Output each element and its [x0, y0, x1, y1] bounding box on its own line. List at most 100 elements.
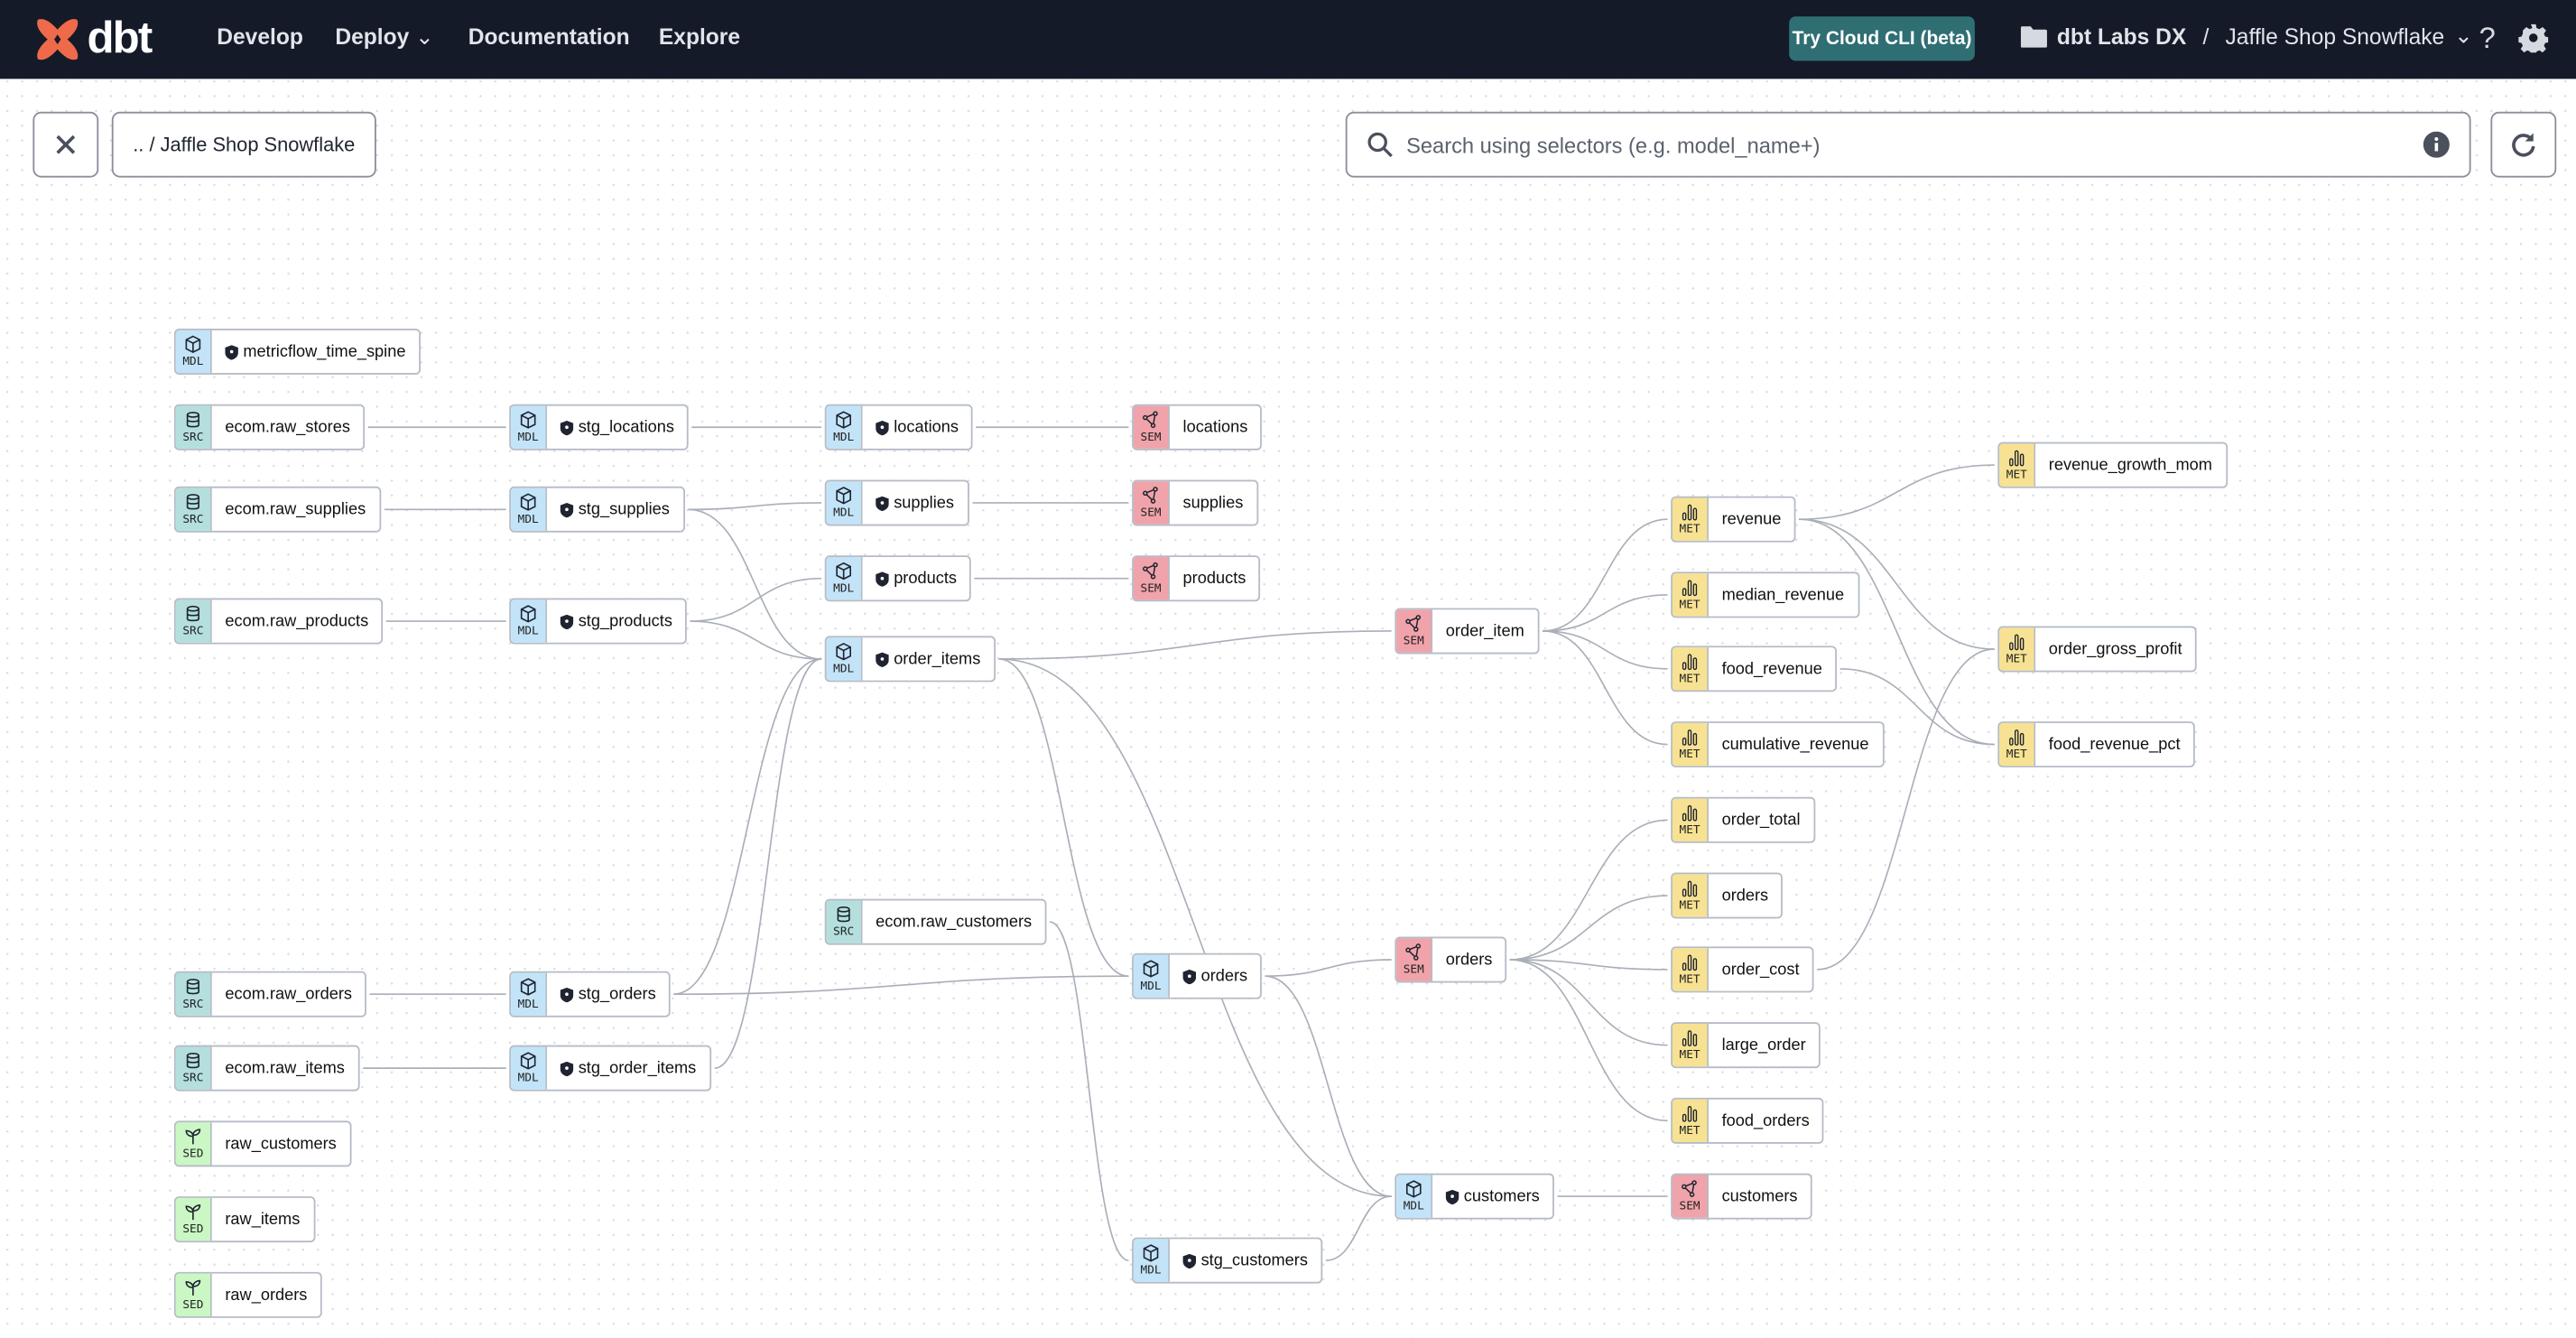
- lineage-node-src-supplies[interactable]: SRC ecom.raw_supplies: [173, 486, 381, 533]
- lineage-node-large-order[interactable]: MET large_order: [1671, 1022, 1821, 1069]
- node-type-badge: MDL: [1133, 954, 1170, 998]
- lineage-node-sem-locations[interactable]: SEM locations: [1132, 404, 1263, 451]
- protected-shield-icon: [876, 495, 889, 511]
- lineage-node-median-revenue[interactable]: MET median_revenue: [1671, 571, 1859, 618]
- node-name: stg_orders: [578, 985, 656, 1004]
- protected-shield-icon: [560, 420, 574, 435]
- lineage-node-sem-orders[interactable]: SEM orders: [1395, 936, 1507, 983]
- node-type-label: SRC: [182, 624, 204, 638]
- info-icon[interactable]: [2423, 131, 2450, 158]
- node-type-badge: MDL: [175, 330, 212, 374]
- node-type-badge: MDL: [511, 1046, 548, 1090]
- node-label: locations: [1170, 406, 1261, 449]
- lineage-node-stg-supplies[interactable]: MDL stg_supplies: [509, 486, 685, 533]
- lineage-node-metricflow-time-spine[interactable]: MDL metricflow_time_spine: [173, 329, 421, 376]
- nav-develop[interactable]: Develop: [217, 24, 303, 50]
- lineage-node-revenue[interactable]: MET revenue: [1671, 496, 1796, 543]
- lineage-node-locations[interactable]: MDL locations: [824, 404, 974, 451]
- node-type-label: MET: [1679, 522, 1700, 536]
- lineage-node-order-total[interactable]: MET order_total: [1671, 796, 1815, 843]
- protected-shield-icon: [876, 571, 889, 586]
- lineage-node-customers[interactable]: MDL customers: [1395, 1173, 1555, 1220]
- lineage-node-cumulative-revenue[interactable]: MET cumulative_revenue: [1671, 721, 1884, 768]
- nav-explore[interactable]: Explore: [658, 24, 741, 50]
- metric-bar-chart-icon: [1682, 654, 1698, 671]
- node-name: order_cost: [1721, 960, 1800, 979]
- node-name: food_revenue: [1721, 659, 1822, 678]
- node-type-badge: SEM: [1133, 481, 1170, 525]
- breadcrumb[interactable]: .. / Jaffle Shop Snowflake: [111, 111, 376, 178]
- project-selector[interactable]: dbt Labs DX / Jaffle Shop Snowflake ⌄: [2020, 23, 2473, 49]
- lineage-node-src-products[interactable]: SRC ecom.raw_products: [173, 598, 384, 645]
- lineage-node-met-orders[interactable]: MET orders: [1671, 872, 1784, 919]
- lineage-node-stg-orders[interactable]: MDL stg_orders: [509, 971, 672, 1017]
- node-type-label: SED: [182, 1297, 204, 1312]
- lineage-node-stg-products[interactable]: MDL stg_products: [509, 598, 688, 645]
- node-name: order_items: [894, 649, 981, 668]
- node-name: metricflow_time_spine: [243, 342, 406, 361]
- seed-sprout-icon: [185, 1279, 201, 1296]
- node-label: cumulative_revenue: [1709, 723, 1882, 766]
- lineage-node-revenue-growth-mom[interactable]: MET revenue_growth_mom: [1997, 441, 2228, 488]
- node-type-badge: MET: [1999, 627, 2036, 671]
- metric-bar-chart-icon: [2009, 729, 2025, 746]
- lineage-node-sem-products[interactable]: SEM products: [1132, 555, 1261, 602]
- account-name: dbt Labs DX: [2056, 23, 2187, 49]
- model-cube-icon: [1143, 1244, 1159, 1262]
- lineage-node-order-items[interactable]: MDL order_items: [824, 636, 996, 683]
- protected-shield-icon: [1182, 969, 1197, 984]
- node-name: ecom.raw_supplies: [225, 500, 366, 519]
- lineage-node-src-customers[interactable]: SRC ecom.raw_customers: [824, 898, 1047, 945]
- dbt-logo[interactable]: dbt: [32, 14, 153, 64]
- lineage-node-stg-locations[interactable]: MDL stg_locations: [509, 404, 690, 451]
- node-type-label: MDL: [517, 624, 539, 638]
- lineage-node-order-cost[interactable]: MET order_cost: [1671, 946, 1814, 993]
- close-button[interactable]: [32, 111, 99, 178]
- node-name: customers: [1463, 1187, 1540, 1206]
- node-type-label: MDL: [1140, 1263, 1162, 1278]
- lineage-node-food-revenue[interactable]: MET food_revenue: [1671, 646, 1838, 692]
- node-label: ecom.raw_products: [212, 599, 382, 642]
- node-type-label: SED: [182, 1222, 204, 1236]
- lineage-node-seed-customers[interactable]: SED raw_customers: [173, 1120, 352, 1167]
- lineage-node-sem-order-item[interactable]: SEM order_item: [1395, 608, 1540, 655]
- lineage-node-src-stores[interactable]: SRC ecom.raw_stores: [173, 404, 366, 451]
- node-type-badge: MET: [1672, 874, 1710, 917]
- lineage-node-src-items[interactable]: SRC ecom.raw_items: [173, 1045, 360, 1092]
- node-label: products: [863, 557, 970, 599]
- model-cube-icon: [185, 335, 201, 354]
- metric-bar-chart-icon: [1682, 804, 1698, 822]
- seed-sprout-icon: [185, 1129, 201, 1145]
- lineage-node-stg-customers[interactable]: MDL stg_customers: [1132, 1237, 1323, 1284]
- lineage-node-sem-supplies[interactable]: SEM supplies: [1132, 479, 1258, 526]
- lineage-node-seed-orders[interactable]: SED raw_orders: [173, 1271, 322, 1318]
- edge-sem_order_item-to-median_revenue: [1543, 594, 1668, 632]
- refresh-button[interactable]: [2490, 111, 2557, 178]
- lineage-node-food-orders[interactable]: MET food_orders: [1671, 1097, 1825, 1144]
- search-input[interactable]: Search using selectors (e.g. model_name+…: [1345, 111, 2471, 178]
- lineage-node-sem-customers[interactable]: SEM customers: [1671, 1173, 1812, 1220]
- help-icon[interactable]: ?: [2479, 21, 2496, 55]
- node-type-label: SRC: [833, 925, 855, 939]
- nav-documentation[interactable]: Documentation: [468, 24, 630, 50]
- protected-shield-icon: [1445, 1188, 1459, 1204]
- node-name: raw_items: [225, 1210, 301, 1229]
- node-type-badge: SEM: [1133, 557, 1170, 600]
- try-cloud-cli-button[interactable]: Try Cloud CLI (beta): [1789, 16, 1975, 61]
- node-label: ecom.raw_items: [212, 1046, 358, 1089]
- lineage-node-products[interactable]: MDL products: [824, 555, 972, 602]
- edge-stg_order_items-to-order_items: [714, 658, 822, 1069]
- lineage-node-seed-items[interactable]: SED raw_items: [173, 1196, 315, 1243]
- lineage-node-order-gross-profit[interactable]: MET order_gross_profit: [1997, 626, 2197, 673]
- lineage-node-food-revenue-pct[interactable]: MET food_revenue_pct: [1997, 721, 2195, 768]
- lineage-node-src-orders[interactable]: SRC ecom.raw_orders: [173, 971, 367, 1017]
- lineage-node-supplies[interactable]: MDL supplies: [824, 479, 969, 526]
- gear-icon[interactable]: [2518, 23, 2549, 53]
- lineage-node-orders[interactable]: MDL orders: [1132, 952, 1263, 999]
- node-name: raw_orders: [225, 1286, 308, 1305]
- nav-deploy[interactable]: Deploy ⌄: [335, 24, 433, 51]
- semantic-model-icon: [1143, 411, 1158, 429]
- node-label: orders: [1432, 938, 1506, 980]
- lineage-node-stg-order-items[interactable]: MDL stg_order_items: [509, 1045, 711, 1092]
